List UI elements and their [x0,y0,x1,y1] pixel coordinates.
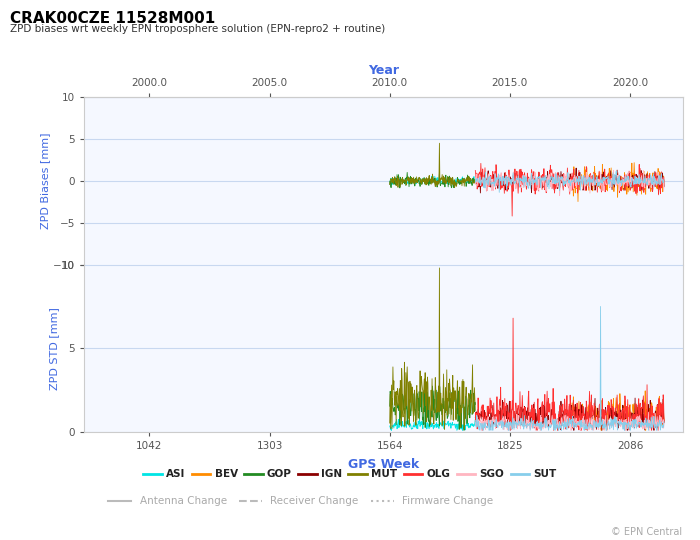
Legend: ASI, BEV, GOP, IGN, MUT, OLG, SGO, SUT: ASI, BEV, GOP, IGN, MUT, OLG, SGO, SUT [139,465,561,483]
X-axis label: GPS Week: GPS Week [348,458,419,471]
Text: ZPD biases wrt weekly EPN troposphere solution (EPN-repro2 + routine): ZPD biases wrt weekly EPN troposphere so… [10,24,386,35]
X-axis label: Year: Year [368,64,399,77]
Y-axis label: ZPD STD [mm]: ZPD STD [mm] [49,307,59,390]
Text: CRAK00CZE 11528M001: CRAK00CZE 11528M001 [10,11,216,26]
Y-axis label: ZPD Biases [mm]: ZPD Biases [mm] [41,133,50,229]
Legend: Antenna Change, Receiver Change, Firmware Change: Antenna Change, Receiver Change, Firmwar… [104,492,498,510]
Text: © EPN Central: © EPN Central [611,527,682,537]
